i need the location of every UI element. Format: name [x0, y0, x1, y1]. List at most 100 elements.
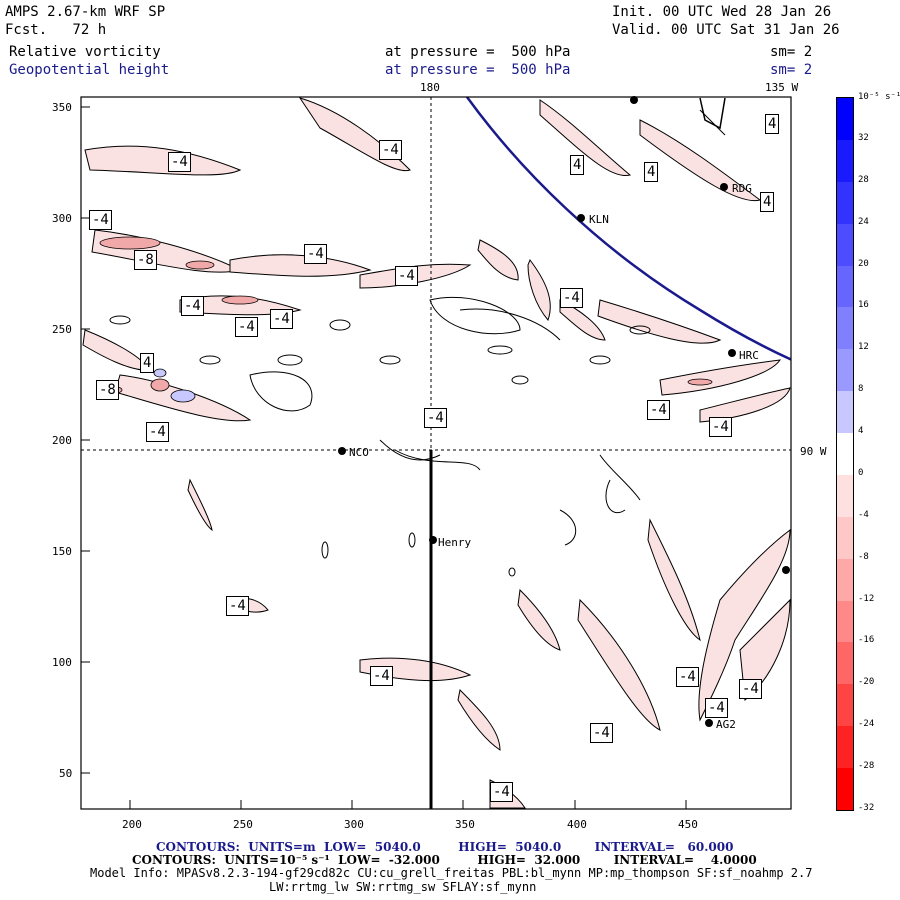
x-tick: 350: [455, 818, 475, 831]
valid-time: Valid. 00 UTC Sat 31 Jan 26: [612, 22, 840, 38]
contour-label: -4: [590, 723, 613, 743]
colorbar-tick: 16: [858, 300, 869, 311]
y-tick: 250: [52, 323, 72, 336]
x-tick: 250: [233, 818, 253, 831]
contour-label: -4: [235, 317, 258, 337]
y-tick: 50: [59, 767, 73, 780]
model-title: AMPS 2.67-km WRF SP: [5, 4, 166, 20]
colorbar-segment: [837, 600, 853, 643]
colorbar-segment: [837, 223, 853, 266]
colorbar-segment: [837, 516, 853, 559]
contour-label: -4: [709, 417, 732, 437]
contour-label: -4: [560, 288, 583, 308]
y-tick: 300: [52, 212, 72, 225]
contour-label: -4: [168, 152, 191, 172]
colorbar-segment: [837, 349, 853, 392]
colorbar-tick: -20: [858, 677, 875, 688]
contour-label: 4: [570, 155, 585, 175]
contour-label: -4: [739, 679, 762, 699]
footer-contours-vorticity: CONTOURS: UNITS=10⁻⁵ s⁻¹ LOW= -32.000 HI…: [132, 853, 757, 867]
colorbar-tick: -16: [858, 635, 875, 646]
colorbar-tick: -28: [858, 761, 875, 772]
contour-label: 4: [760, 192, 775, 212]
colorbar-segment: [837, 98, 853, 140]
geopotential-contour: [465, 97, 791, 361]
contour-label: 4: [140, 353, 155, 373]
station-label: HRC: [739, 349, 759, 362]
colorbar-segment: [837, 391, 853, 433]
colorbar-segment: [837, 181, 853, 224]
y-tick: 150: [52, 545, 72, 558]
forecast-hour: Fcst. 72 h: [5, 22, 107, 38]
field1-name: Relative vorticity: [9, 44, 161, 60]
field1-smoothing: sm= 2: [770, 44, 813, 60]
colorbar-segment: [837, 642, 853, 685]
contour-label: -4: [490, 782, 513, 802]
colorbar-tick: 12: [858, 342, 869, 353]
x-tick: 400: [567, 818, 587, 831]
contour-label: -4: [379, 140, 402, 160]
contour-label: -4: [395, 266, 418, 286]
colorbar-tick: 32: [858, 132, 869, 143]
footer-radiation-info: LW:rrtmg_lw SW:rrtmg_sw SFLAY:sf_mynn: [269, 880, 537, 894]
contour-label: -4: [705, 698, 728, 718]
contour-label: -4: [226, 596, 249, 616]
footer-contours-height: CONTOURS: UNITS=m LOW= 5040.0 HIGH= 5040…: [156, 840, 734, 854]
colorbar-tick: 28: [858, 174, 869, 185]
colorbar-segment: [837, 139, 853, 182]
plot-frame: [80, 96, 792, 810]
colorbar-tick: 0: [858, 467, 864, 478]
vorticity-shading: [82, 97, 791, 809]
init-time: Init. 00 UTC Wed 28 Jan 26: [612, 4, 832, 20]
coastline: [699, 97, 726, 130]
contour-label: -4: [370, 666, 393, 686]
lon-label-135w: 135 W: [765, 81, 799, 94]
x-tick: 450: [678, 818, 698, 831]
contour-label: -4: [181, 296, 204, 316]
colorbar-tick: 24: [858, 216, 869, 227]
field1-level: at pressure = 500 hPa: [385, 44, 571, 60]
colorbar-tick: -24: [858, 719, 875, 730]
contour-label: -8: [96, 380, 119, 400]
contour-label: -4: [146, 422, 169, 442]
colorbar-segment: [837, 433, 853, 475]
station-label: Henry: [438, 536, 472, 549]
y-tick: 200: [52, 434, 72, 447]
colorbar-tick: -32: [858, 803, 875, 813]
contour-label: 4: [644, 162, 659, 182]
colorbar: [836, 97, 854, 811]
contour-label: -4: [424, 408, 447, 428]
axis-ticks: [81, 106, 687, 809]
colorbar-tick: 8: [858, 384, 864, 395]
x-tick: 300: [344, 818, 364, 831]
station-label: KLN: [589, 213, 609, 226]
y-tick: 350: [52, 101, 72, 114]
station-label: NCO: [349, 446, 369, 459]
station-label: AG2: [716, 718, 736, 731]
colorbar-tick: -12: [858, 593, 875, 604]
colorbar-tick: -4: [858, 509, 869, 520]
contour-label: -4: [89, 210, 112, 230]
field2-level: at pressure = 500 hPa: [385, 62, 571, 78]
colorbar-segment: [837, 684, 853, 727]
lon-label-90w: 90 W: [800, 445, 827, 458]
colorbar-segment: [837, 474, 853, 517]
contour-label: -4: [676, 667, 699, 687]
colorbar-segment: [837, 768, 853, 810]
x-tick: 200: [122, 818, 142, 831]
y-tick: 100: [52, 656, 72, 669]
contour-label: -4: [304, 244, 327, 264]
colorbar-segment: [837, 307, 853, 350]
contour-label: -8: [134, 250, 157, 270]
lon-label-180: 180: [420, 81, 440, 94]
station-label: RDG: [732, 182, 752, 195]
colorbar-unit: 10⁻⁵ s⁻¹: [858, 92, 900, 102]
field2-smoothing: sm= 2: [770, 62, 813, 78]
colorbar-tick: 4: [858, 426, 864, 437]
field2-name: Geopotential height: [9, 62, 170, 78]
colorbar-segment: [837, 558, 853, 601]
colorbar-tick: 20: [858, 258, 869, 269]
contour-label: 4: [765, 114, 780, 134]
colorbar-tick: -8: [858, 551, 869, 562]
